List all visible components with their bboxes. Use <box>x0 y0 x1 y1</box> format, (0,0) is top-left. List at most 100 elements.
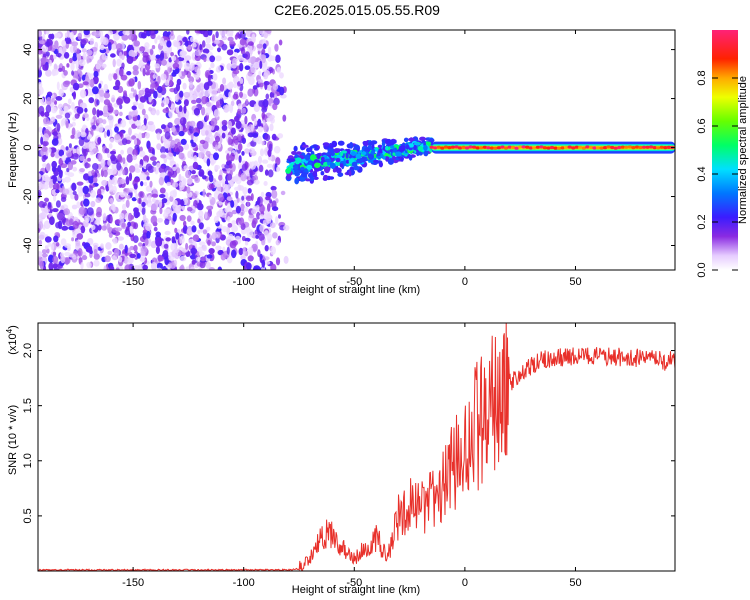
noise-cell <box>213 152 219 161</box>
spectrogram-y-label: Frequency (Hz) <box>7 112 19 188</box>
noise-cell <box>179 185 185 191</box>
noise-cell <box>157 85 163 94</box>
carrier-cell <box>489 146 495 150</box>
colorbar-tick-label: 0.4 <box>696 166 708 181</box>
noise-cell <box>197 218 201 224</box>
noise-cell <box>126 71 132 76</box>
noise-cell <box>272 83 279 91</box>
noise-cell <box>92 107 97 116</box>
noise-cell <box>59 108 64 116</box>
noise-cell <box>99 44 105 51</box>
noise-cell <box>95 197 102 203</box>
noise-cell <box>132 30 136 38</box>
noise-cell <box>178 173 182 183</box>
carrier-cell <box>578 145 583 149</box>
noise-cell <box>226 82 233 90</box>
noise-cell <box>206 226 211 231</box>
noise-cell <box>267 155 273 161</box>
noise-cell <box>243 206 249 213</box>
transition-cell <box>333 148 340 154</box>
noise-cell <box>179 255 187 262</box>
spectrogram-frame <box>37 29 676 271</box>
noise-cell <box>72 190 77 196</box>
noise-cell <box>262 43 267 50</box>
noise-cell <box>86 207 94 216</box>
noise-cell <box>114 35 119 41</box>
noise-cell <box>120 192 126 198</box>
noise-cell <box>261 111 266 119</box>
noise-cell <box>279 72 284 79</box>
colorbar: 0.0 0.2 0.4 0.6 0.8 Normalized spectral ampl… <box>696 30 749 278</box>
carrier-cell <box>617 145 622 150</box>
noise-cell <box>152 160 157 166</box>
noise-cell <box>160 154 167 159</box>
noise-cell <box>208 194 212 200</box>
transition-cell <box>385 146 389 151</box>
noise-cell <box>51 68 56 77</box>
noise-cell <box>83 198 90 207</box>
noise-cell <box>166 40 172 48</box>
noise-cell <box>222 77 227 85</box>
noise-cell <box>51 138 59 146</box>
noise-cell <box>214 144 219 151</box>
noise-cell <box>93 70 99 78</box>
carrier-cell <box>482 145 487 149</box>
noise-cell <box>229 163 233 169</box>
noise-cell <box>91 124 97 130</box>
noise-cell <box>273 145 281 154</box>
noise-cell <box>101 179 108 187</box>
noise-cell <box>198 172 204 177</box>
snr-frame <box>37 322 676 572</box>
noise-cell <box>139 59 145 67</box>
noise-cell <box>229 240 237 249</box>
noise-cell <box>156 262 163 270</box>
noise-cell <box>176 141 181 147</box>
noise-cell <box>86 261 92 269</box>
transition-cell <box>301 171 308 178</box>
carrier-cell <box>652 146 657 150</box>
transition-cell <box>332 168 337 173</box>
carrier-cell <box>602 146 608 150</box>
noise-cell <box>122 157 126 165</box>
transition-cell <box>393 139 397 144</box>
noise-cell <box>115 267 120 270</box>
transition-cell <box>425 141 432 145</box>
transition-cell <box>288 158 296 163</box>
transition-cell <box>351 151 356 156</box>
noise-cell <box>182 37 187 43</box>
noise-cell <box>110 167 117 175</box>
noise-cell <box>139 46 146 52</box>
noise-cell <box>52 131 58 136</box>
noise-cell <box>135 193 139 200</box>
noise-cell <box>95 211 102 218</box>
noise-cell <box>259 253 263 260</box>
noise-cell <box>260 148 264 157</box>
noise-cell <box>155 231 161 238</box>
noise-cell <box>180 138 187 145</box>
noise-cell <box>96 99 100 106</box>
x-tick-label: 50 <box>569 276 581 288</box>
noise-cell <box>192 234 200 242</box>
noise-cell <box>42 184 49 190</box>
noise-cell <box>266 233 273 242</box>
transition-cell <box>428 138 435 143</box>
noise-cell <box>131 197 137 202</box>
noise-cell <box>54 32 61 39</box>
noise-cell <box>139 172 147 181</box>
noise-cell <box>117 154 122 163</box>
noise-cell <box>269 199 273 204</box>
noise-cell <box>256 43 264 49</box>
noise-cell <box>283 255 289 264</box>
noise-cell <box>142 55 149 63</box>
noise-cell <box>130 111 138 117</box>
noise-cell <box>77 248 83 257</box>
noise-cell <box>164 175 170 184</box>
noise-cell <box>235 205 241 214</box>
noise-cell <box>221 226 228 233</box>
noise-cell <box>226 246 230 255</box>
noise-cell <box>126 56 134 64</box>
y-tick-label: 1.5 <box>22 398 34 413</box>
noise-cell <box>116 162 122 171</box>
noise-cell <box>214 164 221 170</box>
